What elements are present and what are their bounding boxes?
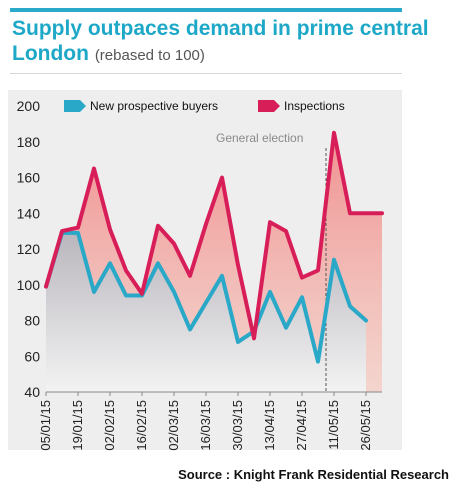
y-tick-label: 100 xyxy=(17,277,41,293)
y-tick-label: 60 xyxy=(24,348,40,364)
election-annotation: General election xyxy=(216,131,303,145)
x-tick-label: 30/03/15 xyxy=(230,400,245,451)
x-tick-label: 13/04/15 xyxy=(262,400,277,451)
x-tick-label: 16/02/15 xyxy=(134,400,149,451)
legend-swatch-inspections xyxy=(258,100,280,112)
x-tick-label: 26/05/15 xyxy=(358,400,373,451)
legend-swatch-buyers xyxy=(64,100,86,112)
x-tick-label: 02/02/15 xyxy=(102,400,117,451)
buyers-area xyxy=(46,232,366,392)
x-tick-label: 19/01/15 xyxy=(70,400,85,451)
y-tick-label: 200 xyxy=(17,98,41,114)
source-label: Source : xyxy=(178,467,231,482)
y-tick-label: 180 xyxy=(17,134,41,150)
chart-title-text: Supply outpaces demand in prime central … xyxy=(12,17,429,65)
x-tick-label: 02/03/15 xyxy=(166,400,181,451)
chart-subtitle: (rebased to 100) xyxy=(94,47,205,64)
legend-label-buyers: New prospective buyers xyxy=(90,99,218,113)
y-tick-label: 120 xyxy=(17,241,41,257)
chart-title: Supply outpaces demand in prime central … xyxy=(12,16,452,68)
y-tick-label: 40 xyxy=(24,384,40,400)
header-rule xyxy=(10,8,402,12)
y-tick-label: 80 xyxy=(24,313,40,329)
legend-label-inspections: Inspections xyxy=(284,99,345,113)
x-tick-label: 05/01/15 xyxy=(38,400,53,451)
x-tick-label: 27/04/15 xyxy=(294,400,309,451)
source-note: Source : Knight Frank Residential Resear… xyxy=(178,467,449,482)
x-tick-label: 16/03/15 xyxy=(198,400,213,451)
inspections-line xyxy=(44,130,384,341)
y-tick-label: 140 xyxy=(17,205,41,221)
x-tick-label: 11/05/15 xyxy=(326,400,341,450)
source-text: Knight Frank Residential Research xyxy=(233,467,449,482)
title-divider xyxy=(10,73,402,74)
y-tick-label: 160 xyxy=(17,170,41,186)
buyers-line xyxy=(44,230,368,364)
